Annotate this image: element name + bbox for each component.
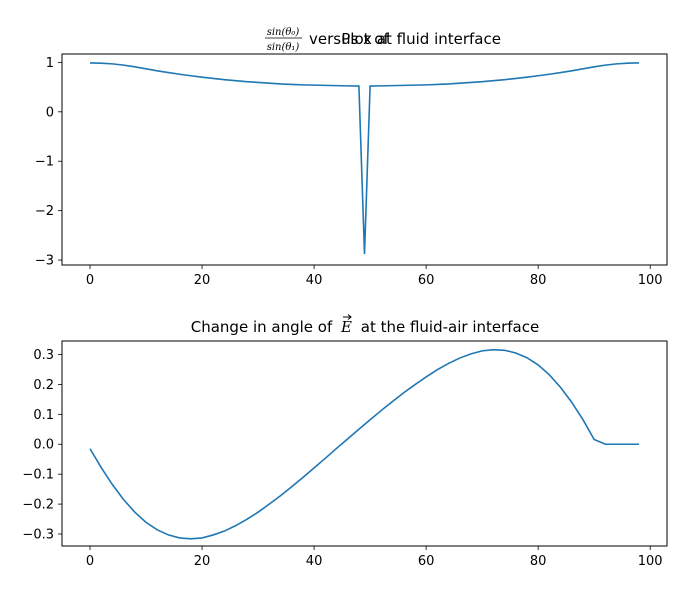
chart-top-x-tick-label: 100: [638, 273, 663, 288]
chart-bottom-title-suffix: at the fluid-air interface: [361, 318, 539, 336]
chart-top-title-prefix: Plot of: [341, 30, 389, 48]
chart-bottom-axes-frame: [61, 340, 668, 547]
chart-top: Plot of sin(θ₀) sin(θ₁) versus x at flui…: [35, 27, 668, 288]
chart-bottom-x-tick-label: 0: [86, 554, 94, 569]
chart-bottom-x-tick-label: 60: [418, 554, 435, 569]
chart-bottom-y-tick-label: 0.0: [33, 438, 54, 453]
chart-top-y-ticks: 1 0 −1 −2 −3: [35, 56, 62, 269]
chart-bottom-y-tick-label: 0.3: [33, 348, 54, 363]
chart-bottom-y-tick-label: 0.1: [33, 408, 54, 423]
chart-bottom-title-symbol: E: [340, 318, 352, 336]
chart-bottom-y-ticks: 0.3 0.2 0.1 0.0 −0.1 −0.2 −0.3: [22, 348, 62, 543]
chart-bottom-x-tick-label: 100: [638, 554, 663, 569]
chart-bottom-x-tick-label: 80: [530, 554, 547, 569]
chart-top-x-ticks: 0 20 40 60 80 100: [86, 265, 663, 288]
chart-top-y-tick-label: 1: [46, 56, 54, 71]
vector-arrow-icon: [343, 314, 352, 320]
chart-top-axes-frame: [61, 53, 668, 266]
chart-top-title-numerator: sin(θ₀): [267, 27, 300, 38]
chart-top-x-tick-label: 80: [530, 273, 547, 288]
chart-top-x-tick-label: 40: [306, 273, 323, 288]
chart-bottom-x-tick-label: 20: [194, 554, 211, 569]
chart-bottom: Change in angle of E at the fluid-air in…: [22, 314, 668, 569]
chart-bottom-y-tick-label: −0.1: [22, 468, 54, 483]
chart-top-y-tick-label: 0: [46, 105, 54, 120]
chart-bottom-title: Change in angle of E at the fluid-air in…: [191, 318, 539, 336]
chart-top-x-tick-label: 60: [418, 273, 435, 288]
chart-top-x-tick-label: 20: [194, 273, 211, 288]
chart-top-x-tick-label: 0: [86, 273, 94, 288]
chart-top-title-denominator: sin(θ₁): [267, 42, 300, 53]
chart-top-y-tick-label: −3: [35, 254, 54, 269]
chart-top-title-suffix: versus x at fluid interface: [309, 30, 501, 48]
chart-bottom-y-tick-label: −0.2: [22, 498, 54, 513]
chart-bottom-x-tick-label: 40: [306, 554, 323, 569]
chart-top-title: Plot of: [341, 30, 389, 48]
chart-bottom-y-tick-label: 0.2: [33, 378, 54, 393]
chart-bottom-x-ticks: 0 20 40 60 80 100: [86, 546, 663, 569]
chart-bottom-y-tick-label: −0.3: [22, 528, 54, 543]
chart-bottom-title-prefix: Change in angle of: [191, 318, 333, 336]
chart-bottom-series-line: [89, 348, 639, 540]
chart-top-y-tick-label: −2: [35, 204, 54, 219]
chart-top-y-tick-label: −1: [35, 155, 54, 170]
chart-top-series-line: [89, 62, 640, 255]
